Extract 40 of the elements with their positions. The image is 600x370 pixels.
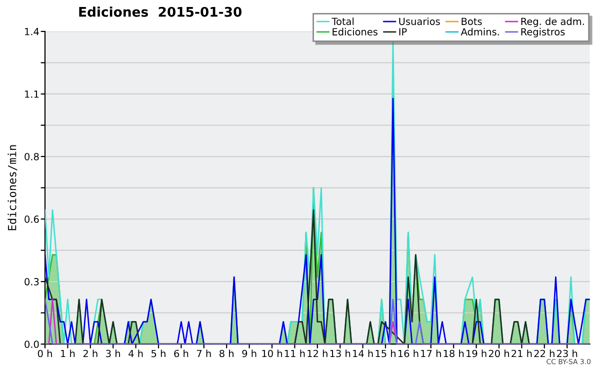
x-tick-label: 10 h [262,350,282,358]
y-tick-label: 0.0 [24,340,39,348]
y-tick-label: 0.8 [24,152,39,160]
x-tick-label: 14 h [353,350,373,358]
x-tick-label: 4 h [128,350,143,358]
chart-title: Ediciones 2015-01-30 [79,6,242,17]
y-tick-label: 0.6 [24,216,39,223]
legend-label: Ediciones [332,28,378,36]
x-tick-label: 8 h [220,350,234,358]
x-tick-label: 6 h [174,350,188,358]
x-tick-label: 5 h [152,350,166,358]
x-tick-label: 13 h [330,350,350,358]
legend-label: Bots [462,18,482,26]
legend-label: Registros [521,28,565,38]
x-tick-label: 16 h [398,350,418,358]
y-tick-label: 1.4 [25,28,39,36]
x-tick-label: 0 h [38,350,52,358]
legend-label: Total [332,18,354,26]
x-tick-label: 9 h [242,350,256,358]
x-tick-label: 19 h [466,350,486,358]
x-tick-label: 3 h [106,350,120,358]
y-tick-label: 1.1 [25,90,39,98]
x-tick-label: 15 h [376,350,396,358]
x-tick-label: 11 h [284,350,305,358]
y-axis-title: Ediciones/min [8,145,18,230]
x-tick-label: 21 h [512,350,532,358]
x-tick-label: 20 h [488,350,509,358]
y-tick-label: 0.3 [24,278,39,286]
legend-label: Usuarios [399,18,440,26]
x-tick-label: 22 h [534,350,554,358]
x-tick-label: 17 h [421,350,441,358]
x-tick-label: 2 h [83,350,98,358]
x-tick-label: 18 h [444,350,464,358]
legend-label: Admins. [460,28,499,36]
x-tick-label: 7 h [196,350,211,358]
legend-label: Reg. de adm. [521,18,584,27]
legend-label: IP [399,28,407,36]
x-tick-label: 23 h [557,350,578,358]
x-tick-label: 12 h [308,350,328,358]
x-tick-label: 1 h [61,350,75,358]
